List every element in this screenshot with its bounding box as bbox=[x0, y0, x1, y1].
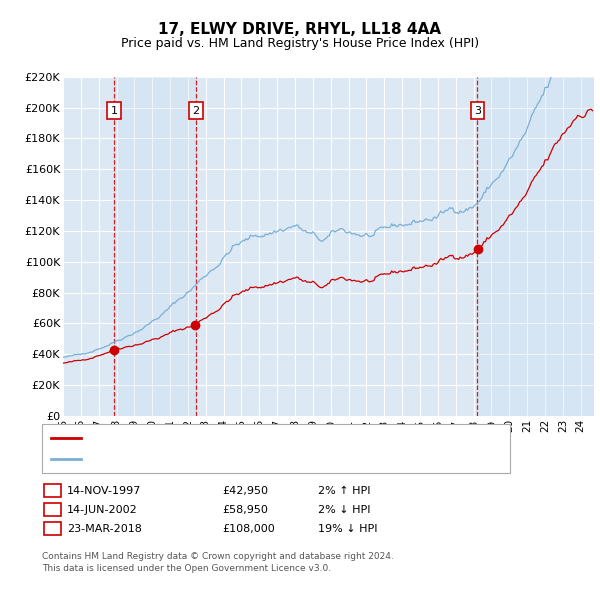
Text: 14-NOV-1997: 14-NOV-1997 bbox=[67, 486, 142, 496]
Text: 3: 3 bbox=[49, 524, 56, 533]
Text: 2: 2 bbox=[193, 106, 200, 116]
Text: 17, ELWY DRIVE, RHYL, LL18 4AA: 17, ELWY DRIVE, RHYL, LL18 4AA bbox=[158, 22, 442, 37]
Text: 2% ↑ HPI: 2% ↑ HPI bbox=[318, 486, 371, 496]
Text: £42,950: £42,950 bbox=[222, 486, 268, 496]
Text: 1: 1 bbox=[111, 106, 118, 116]
Text: £58,950: £58,950 bbox=[222, 505, 268, 514]
Bar bbox=[114, 77, 196, 416]
Text: HPI: Average price, semi-detached house, Denbighshire: HPI: Average price, semi-detached house,… bbox=[87, 454, 378, 464]
Text: Contains HM Land Registry data © Crown copyright and database right 2024.
This d: Contains HM Land Registry data © Crown c… bbox=[42, 552, 394, 573]
Text: 19% ↓ HPI: 19% ↓ HPI bbox=[318, 524, 377, 533]
Text: 3: 3 bbox=[474, 106, 481, 116]
Text: 2% ↓ HPI: 2% ↓ HPI bbox=[318, 505, 371, 514]
Text: 2: 2 bbox=[49, 505, 56, 514]
Text: 1: 1 bbox=[49, 486, 56, 496]
Text: £108,000: £108,000 bbox=[222, 524, 275, 533]
Text: Price paid vs. HM Land Registry's House Price Index (HPI): Price paid vs. HM Land Registry's House … bbox=[121, 37, 479, 50]
Bar bbox=[478, 77, 594, 416]
Text: 17, ELWY DRIVE, RHYL, LL18 4AA (semi-detached house): 17, ELWY DRIVE, RHYL, LL18 4AA (semi-det… bbox=[87, 433, 383, 443]
Text: 14-JUN-2002: 14-JUN-2002 bbox=[67, 505, 138, 514]
Text: 23-MAR-2018: 23-MAR-2018 bbox=[67, 524, 142, 533]
